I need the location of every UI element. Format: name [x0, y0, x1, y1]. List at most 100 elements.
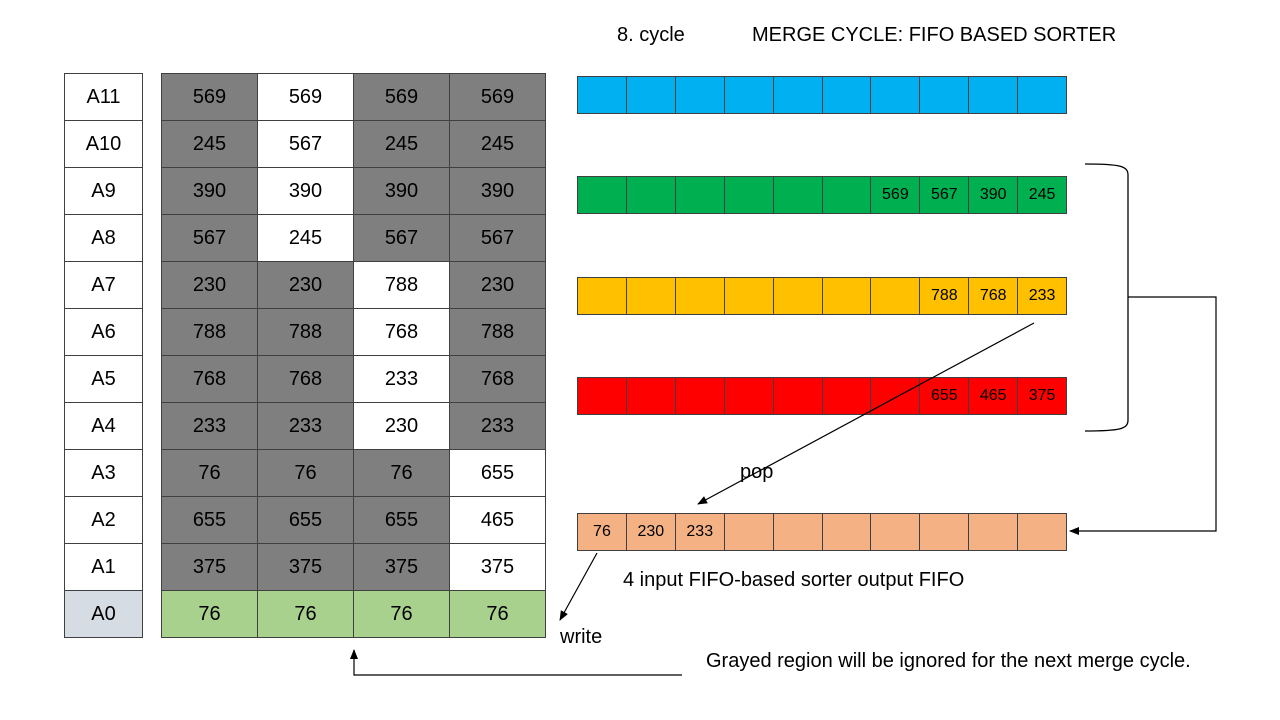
fifo-cell [871, 514, 921, 550]
fifo-cell [578, 378, 627, 414]
fifo-cell [823, 177, 872, 213]
fifo-cell [969, 514, 1019, 550]
memory-cell: 76 [353, 590, 450, 638]
memory-cell: 788 [257, 308, 354, 356]
memory-cell: 465 [449, 496, 546, 544]
fifo-cell [676, 278, 725, 314]
memory-cell: 233 [161, 402, 258, 450]
fifo-cell: 390 [969, 177, 1019, 213]
address-cell: A7 [64, 261, 143, 309]
memory-cell: 375 [161, 543, 258, 591]
memory-cell: 390 [257, 167, 354, 215]
memory-cell: 233 [353, 355, 450, 403]
memory-row: 76 76 76 655 [161, 449, 546, 497]
memory-cell: 375 [449, 543, 546, 591]
fifo-cell: 768 [969, 278, 1019, 314]
write-arrow [559, 552, 598, 621]
address-cell: A11 [64, 73, 143, 121]
memory-cell: 788 [161, 308, 258, 356]
memory-cell: 233 [257, 402, 354, 450]
memory-row: 390 390 390 390 [161, 167, 546, 215]
cycle-label: 8. cycle [617, 24, 685, 46]
memory-cell: 567 [353, 214, 450, 262]
fifo-cell: 788 [920, 278, 970, 314]
memory-row: 569 569 569 569 [161, 73, 546, 121]
merge-bracket [1084, 163, 1129, 432]
fifo-output: 76 230 233 [577, 513, 1067, 551]
fifo-cell [823, 278, 872, 314]
bracket-to-output-arrow [1069, 296, 1217, 535]
address-cell: A10 [64, 120, 143, 168]
memory-row: 233 233 230 233 [161, 402, 546, 450]
memory-cell: 230 [449, 261, 546, 309]
fifo-cell [578, 177, 627, 213]
memory-cell: 655 [353, 496, 450, 544]
address-cell: A3 [64, 449, 143, 497]
fifo-cell [823, 77, 872, 113]
fifo-cell [774, 514, 823, 550]
fifo-cell: 233 [676, 514, 725, 550]
fifo-cell: 245 [1028, 186, 1056, 203]
memory-row: 768 768 233 768 [161, 355, 546, 403]
memory-cell: 569 [257, 73, 354, 121]
memory-row: 375 375 375 375 [161, 543, 546, 591]
memory-cell: 655 [449, 449, 546, 497]
fifo-cell [627, 177, 676, 213]
address-cell: A9 [64, 167, 143, 215]
memory-cell: 375 [257, 543, 354, 591]
memory-cell: 76 [257, 590, 354, 638]
memory-cell: 76 [161, 590, 258, 638]
memory-cell: 230 [353, 402, 450, 450]
memory-cell: 245 [161, 120, 258, 168]
memory-cell: 76 [449, 590, 546, 638]
fifo-cell [627, 378, 676, 414]
fifo-cell [725, 177, 774, 213]
memory-cell: 390 [161, 167, 258, 215]
memory-cell: 569 [353, 73, 450, 121]
grayed-region-pointer [350, 649, 682, 676]
pop-arrow [697, 322, 1035, 505]
memory-cell: 567 [449, 214, 546, 262]
fifo-cell [920, 77, 970, 113]
fifo-yellow: 788 768 233 [577, 277, 1067, 315]
memory-cell: 768 [449, 355, 546, 403]
fifo-green: 569 567 390 245 [577, 176, 1067, 214]
fifo-cell [676, 378, 725, 414]
memory-cell: 245 [257, 214, 354, 262]
fifo-cell [823, 514, 872, 550]
fifo-cell [871, 278, 921, 314]
write-label: write [560, 626, 603, 648]
fifo-cell [725, 514, 774, 550]
address-cell: A6 [64, 308, 143, 356]
memory-cell: 233 [449, 402, 546, 450]
fifo-cell [774, 378, 823, 414]
memory-row: 76 76 76 76 [161, 590, 546, 638]
fifo-cell [871, 378, 921, 414]
memory-cell: 76 [353, 449, 450, 497]
memory-cell: 768 [161, 355, 258, 403]
memory-row: 567 245 567 567 [161, 214, 546, 262]
fifo-cell [774, 278, 823, 314]
fifo-cell: 230 [627, 514, 676, 550]
memory-cell: 788 [353, 261, 450, 309]
fifo-cell [578, 278, 627, 314]
fifo-cell [920, 514, 970, 550]
fifo-cell [725, 278, 774, 314]
fifo-cell [676, 77, 725, 113]
fifo-cell [871, 77, 921, 113]
address-cell: A1 [64, 543, 143, 591]
output-fifo-caption: 4 input FIFO-based sorter output FIFO [623, 569, 965, 591]
memory-cell: 768 [257, 355, 354, 403]
fifo-cell [627, 278, 676, 314]
fifo-cell [774, 177, 823, 213]
fifo-cell [725, 77, 774, 113]
memory-cell: 230 [161, 261, 258, 309]
grayed-region-note: Grayed region will be ignored for the ne… [706, 650, 1191, 672]
fifo-cell: 569 [871, 177, 921, 213]
fifo-cell [774, 77, 823, 113]
fifo-cell: 76 [578, 514, 627, 550]
fifo-blue [577, 76, 1067, 114]
address-cell: A2 [64, 496, 143, 544]
address-cell: A0 [64, 590, 143, 638]
